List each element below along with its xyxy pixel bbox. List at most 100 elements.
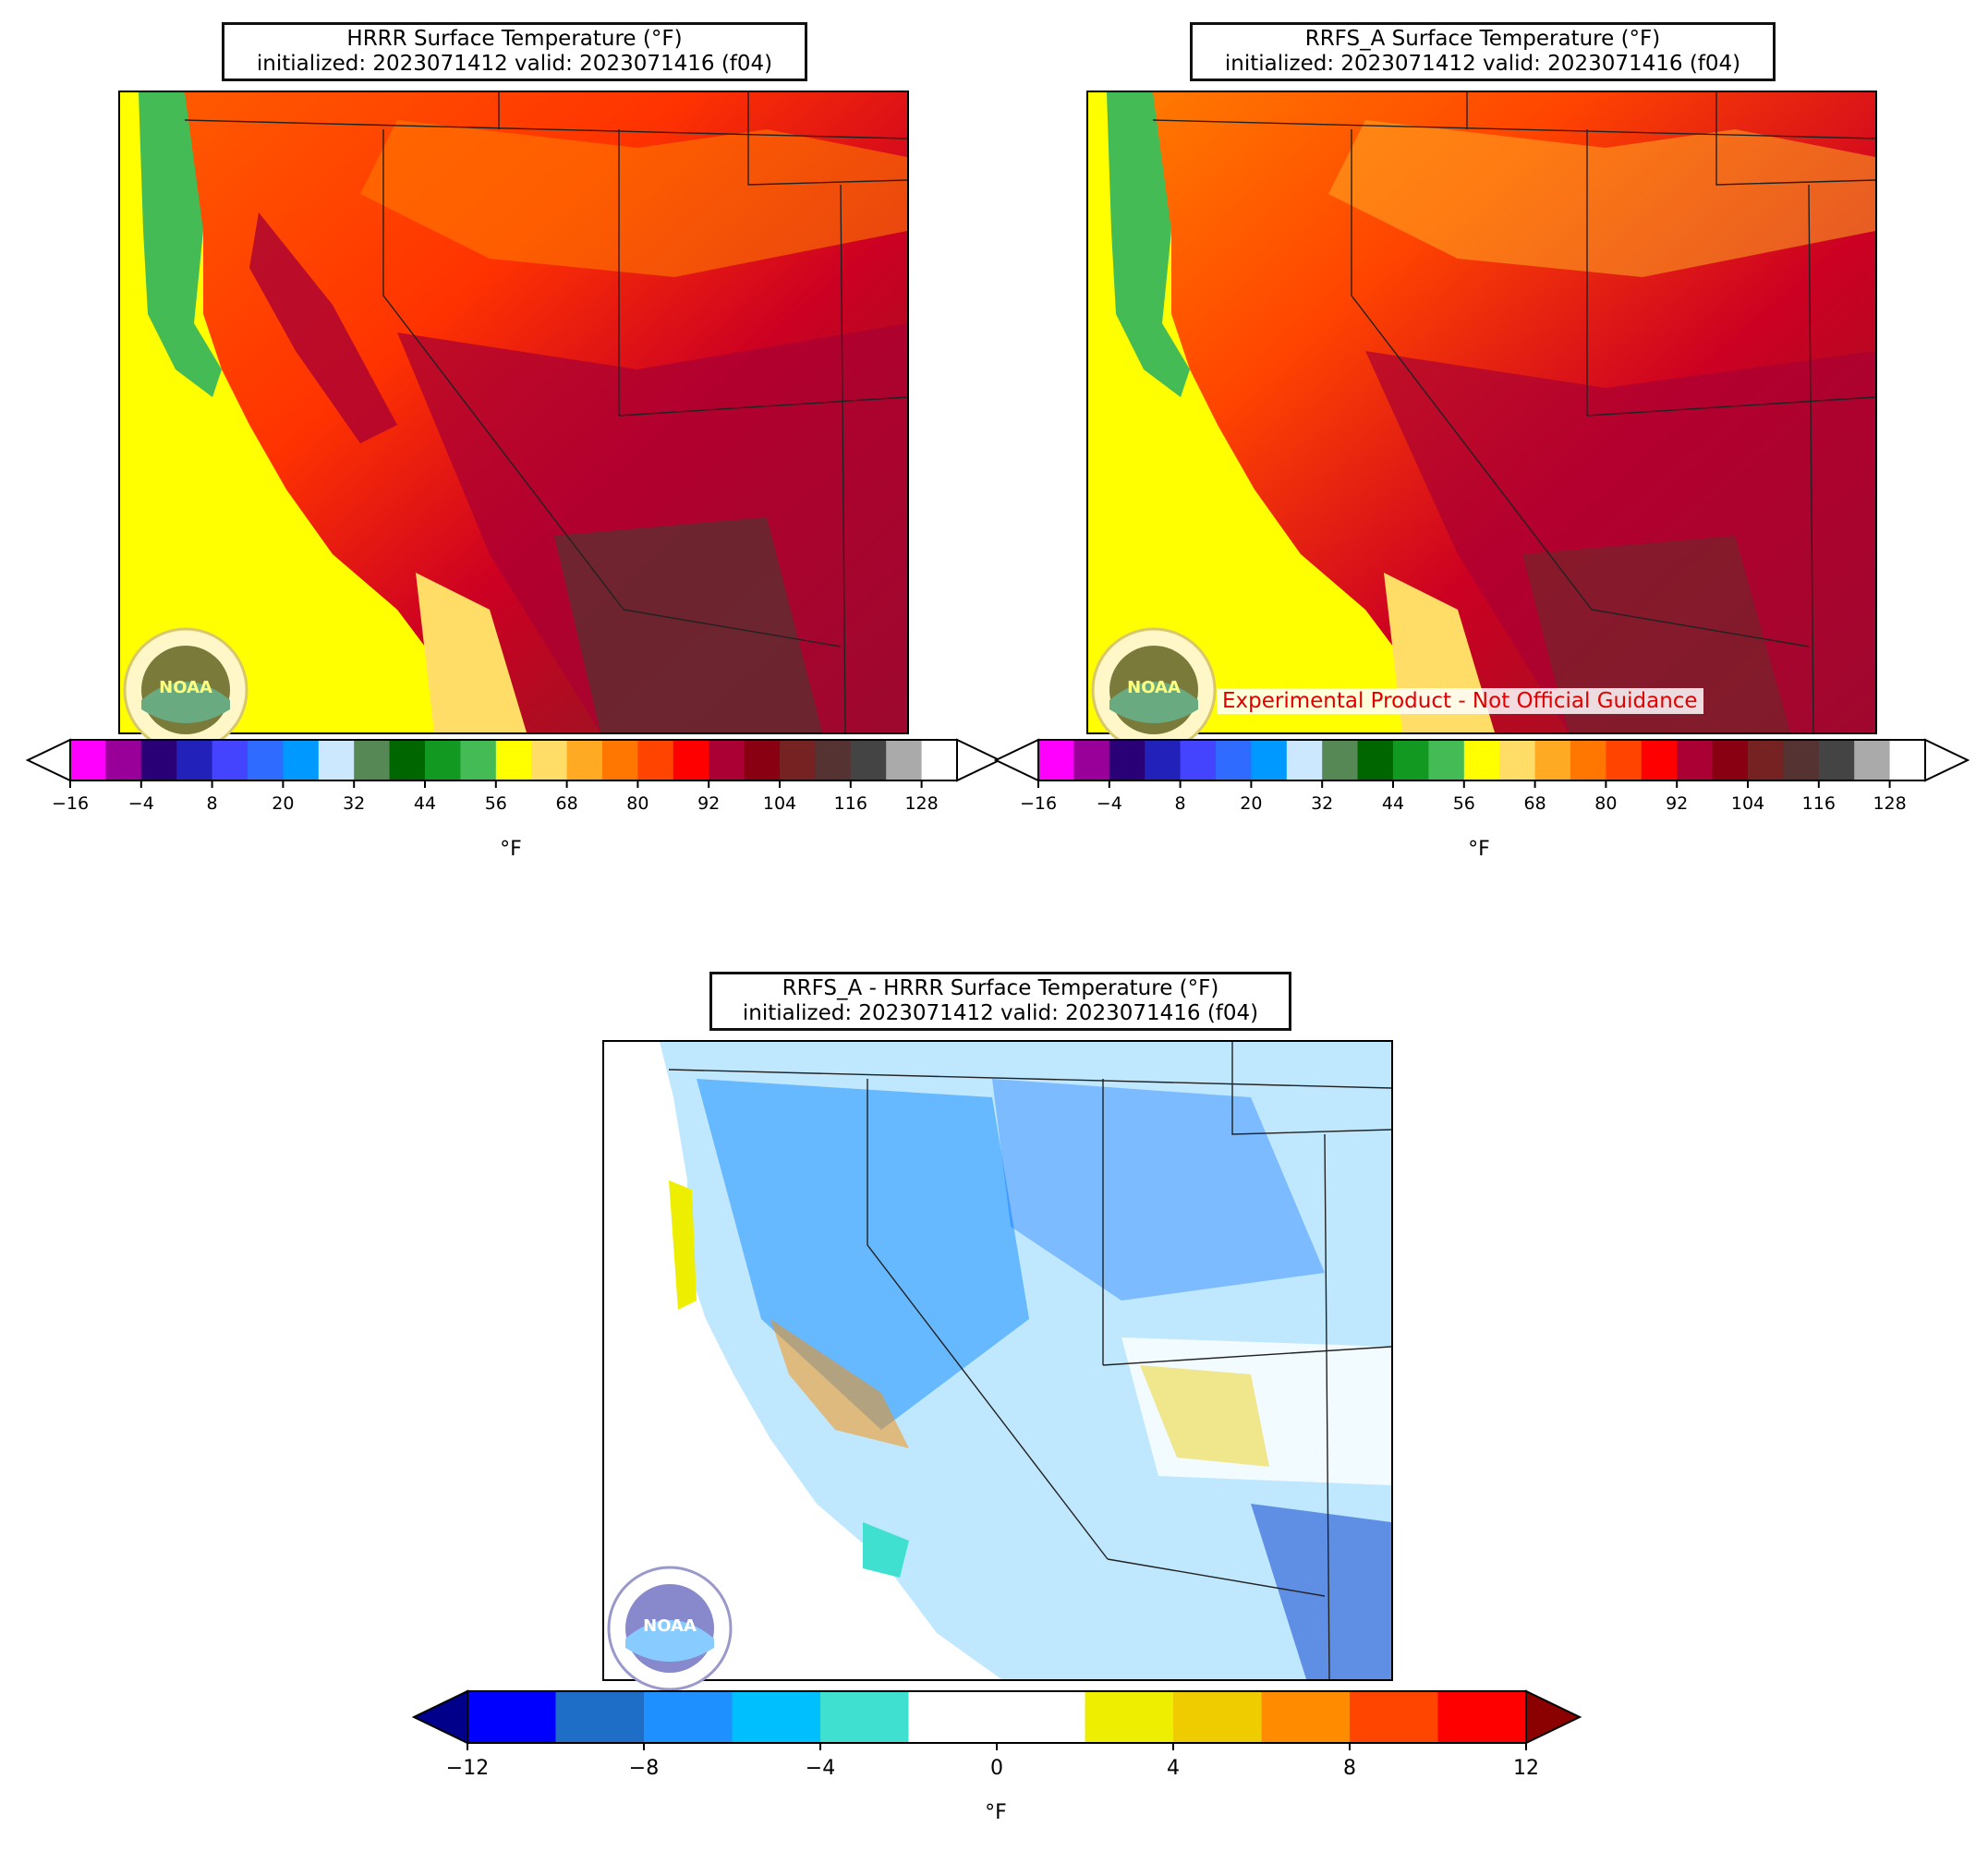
hrrr-colorbar-unit: °F — [500, 838, 522, 861]
hrrr-colorbar-swatch — [354, 740, 391, 780]
rrfs-title-line2: initialized: 2023071412 valid: 202307141… — [1224, 52, 1741, 76]
rrfs-colorbar-extend-high — [1924, 738, 1970, 782]
rrfs-colorbar-swatch — [1145, 740, 1182, 780]
diff-colorbar-tick-label: 4 — [1167, 1757, 1180, 1780]
rrfs-colorbar-tick-label: 44 — [1382, 793, 1404, 814]
diff-colorbar-tick-label: 8 — [1343, 1757, 1356, 1780]
diff-logo-text: NOAA — [643, 1616, 697, 1636]
rrfs-colorbar-swatch — [1570, 740, 1606, 780]
rrfs-colorbar-swatch — [1463, 740, 1500, 780]
rrfs-colorbar-swatch — [1712, 740, 1749, 780]
rrfs-colorbar-swatch — [1534, 740, 1571, 780]
rrfs-logo-text: NOAA — [1127, 678, 1181, 697]
rrfs-colorbar-swatch — [1357, 740, 1394, 780]
hrrr-colorbar-swatch — [283, 740, 320, 780]
hrrr-colorbar-swatch — [780, 740, 816, 780]
rrfs-colorbar-tick-label: −16 — [1020, 793, 1057, 814]
rrfs-map — [1086, 91, 1877, 734]
diff-colorbar-swatch — [1173, 1691, 1262, 1743]
rrfs-colorbar-tick-label: 56 — [1453, 793, 1475, 814]
rrfs-colorbar-swatch — [1499, 740, 1536, 780]
rrfs-colorbar-tick-label: 128 — [1873, 793, 1906, 814]
diff-colorbar-swatch — [908, 1691, 998, 1743]
rrfs-colorbar-swatch — [1889, 740, 1926, 780]
experimental-badge: Experimental Product - Not Official Guid… — [1217, 688, 1703, 714]
rrfs-colorbar-tick-label: 68 — [1524, 793, 1546, 814]
rrfs-colorbar-tick-label: 80 — [1594, 793, 1617, 814]
hrrr-colorbar-tick-label: 68 — [556, 793, 578, 814]
rrfs-colorbar-outline — [1037, 739, 1926, 781]
rrfs-colorbar-unit: °F — [1468, 838, 1490, 861]
diff-colorbar-swatch — [997, 1691, 1085, 1743]
diff-colorbar-swatch — [1261, 1691, 1351, 1743]
rrfs-colorbar-swatch — [1322, 740, 1359, 780]
rrfs-colorbar-tick-label: 104 — [1731, 793, 1764, 814]
diff-colorbar-swatch — [467, 1691, 556, 1743]
rrfs-colorbar-swatch — [1393, 740, 1429, 780]
rrfs-colorbar-swatch — [1818, 740, 1855, 780]
rrfs-colorbar-swatch — [1428, 740, 1465, 780]
rrfs-colorbar-swatch — [1286, 740, 1323, 780]
rrfs-colorbar-swatch — [1677, 740, 1714, 780]
hrrr-colorbar-swatch — [815, 740, 852, 780]
rrfs-colorbar-tick-label: 92 — [1666, 793, 1688, 814]
hrrr-colorbar-tick-label: 116 — [834, 793, 867, 814]
diff-colorbar-swatch — [732, 1691, 821, 1743]
hrrr-colorbar-tick-label: 128 — [904, 793, 938, 814]
rrfs-colorbar-tick-label: 20 — [1240, 793, 1262, 814]
diff-colorbar-swatch — [1350, 1691, 1438, 1743]
diff-colorbar-extend-high — [1525, 1689, 1582, 1745]
rrfs-colorbar-tick-label: 116 — [1802, 793, 1836, 814]
hrrr-colorbar-tick-label: 44 — [414, 793, 436, 814]
hrrr-colorbar-swatch — [850, 740, 887, 780]
hrrr-colorbar-swatch — [673, 740, 709, 780]
hrrr-colorbar-swatch — [709, 740, 746, 780]
hrrr-colorbar-tick-label: −4 — [128, 793, 154, 814]
hrrr-colorbar-tick-label: 56 — [485, 793, 507, 814]
rrfs-colorbar-swatch — [1180, 740, 1217, 780]
hrrr-map — [118, 91, 909, 734]
hrrr-colorbar-swatch — [318, 740, 355, 780]
hrrr-logo-text: NOAA — [159, 678, 212, 697]
hrrr-colorbar-swatch — [460, 740, 497, 780]
rrfs-colorbar-swatch — [1038, 740, 1074, 780]
diff-colorbar-swatch — [820, 1691, 909, 1743]
hrrr-colorbar-tick-label: 104 — [763, 793, 796, 814]
rrfs-title: RRFS_A Surface Temperature (°F) initiali… — [1190, 22, 1776, 81]
hrrr-colorbar-swatch — [105, 740, 142, 780]
hrrr-colorbar-swatch — [602, 740, 638, 780]
diff-colorbar-swatch — [555, 1691, 645, 1743]
rrfs-colorbar-tick-label: 8 — [1175, 793, 1186, 814]
rrfs-colorbar-tick-label: −4 — [1097, 793, 1122, 814]
hrrr-title-line2: initialized: 2023071412 valid: 202307141… — [256, 52, 773, 76]
hrrr-title: HRRR Surface Temperature (°F) initialize… — [222, 22, 807, 81]
diff-colorbar-swatch — [1437, 1691, 1527, 1743]
hrrr-colorbar-tick-label: 32 — [343, 793, 365, 814]
rrfs-colorbar-swatch — [1073, 740, 1110, 780]
hrrr-colorbar-swatch — [744, 740, 781, 780]
diff-title-line2: initialized: 2023071412 valid: 202307141… — [742, 1001, 1259, 1025]
rrfs-colorbar-swatch — [1216, 740, 1252, 780]
diff-colorbar-tick-label: −8 — [629, 1757, 659, 1780]
diff-noaa-logo: NOAA — [606, 1565, 733, 1692]
rrfs-colorbar: −16 −4 8 20 32 44 56 68 80 92 104 116 128 — [993, 738, 1970, 814]
rrfs-colorbar-extend-low — [993, 738, 1039, 782]
hrrr-colorbar-swatch — [425, 740, 461, 780]
diff-map — [602, 1040, 1393, 1681]
diff-colorbar-tick-label: −12 — [446, 1757, 489, 1780]
hrrr-colorbar-outline — [69, 739, 958, 781]
hrrr-colorbar-tick-label: 8 — [207, 793, 218, 814]
hrrr-colorbar-swatch — [212, 740, 248, 780]
hrrr-colorbar: −16 −4 8 20 32 44 56 68 80 92 104 116 128 — [25, 738, 1002, 814]
diff-colorbar-unit: °F — [985, 1801, 1007, 1824]
hrrr-colorbar-swatch — [248, 740, 284, 780]
hrrr-colorbar-swatch — [176, 740, 213, 780]
hrrr-colorbar-swatch — [70, 740, 106, 780]
rrfs-colorbar-swatch — [1109, 740, 1146, 780]
diff-colorbar-tick-label: 0 — [990, 1757, 1003, 1780]
hrrr-colorbar-swatch — [921, 740, 958, 780]
hrrr-colorbar-swatch — [389, 740, 426, 780]
hrrr-colorbar-swatch — [140, 740, 177, 780]
rrfs-title-line1: RRFS_A Surface Temperature (°F) — [1304, 27, 1661, 51]
hrrr-colorbar-swatch — [495, 740, 532, 780]
